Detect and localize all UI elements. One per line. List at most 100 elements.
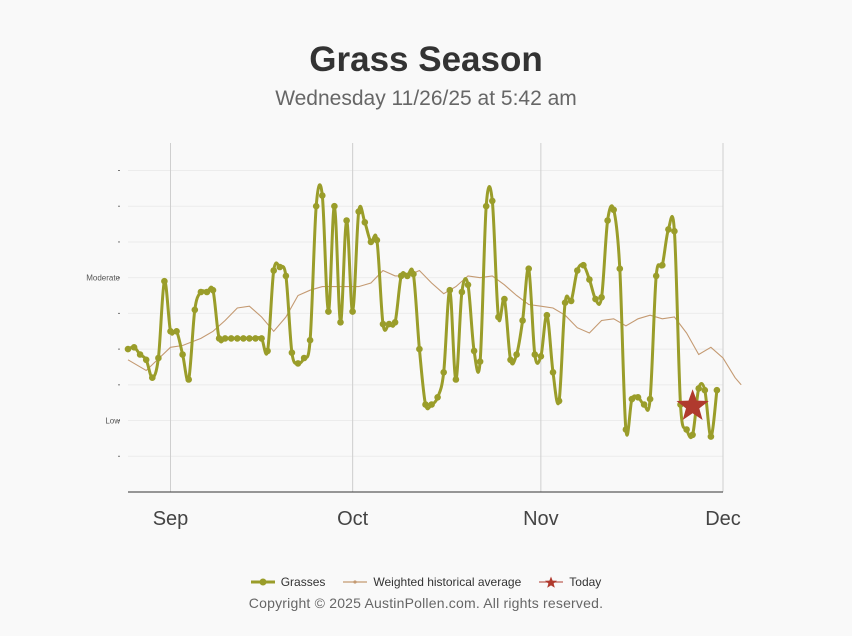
grasses-point: [519, 317, 526, 324]
grasses-point: [604, 217, 611, 224]
chart-title: Grass Season: [309, 40, 543, 79]
grasses-point: [331, 202, 338, 210]
grasses-point: [501, 295, 508, 303]
grasses-point: [416, 345, 423, 353]
legend-today-label: Today: [569, 575, 602, 589]
grasses-point: [349, 308, 356, 315]
grasses-point: [665, 226, 672, 233]
grasses-point: [124, 345, 132, 353]
legend-item-historical[interactable]: Weighted historical average: [343, 575, 521, 589]
grasses-point: [434, 394, 441, 401]
grasses-point: [234, 335, 241, 342]
grasses-point: [683, 426, 690, 433]
grasses-point: [264, 347, 271, 355]
grasses-point: [312, 202, 320, 210]
y-tick-label: Moderate: [86, 274, 120, 283]
grasses-point: [404, 272, 411, 280]
grasses-point: [482, 202, 490, 210]
grasses-point: [628, 395, 636, 403]
legend: Grasses Weighted historical average Toda…: [0, 575, 852, 589]
grasses-point: [270, 267, 278, 274]
historical-average-line: [127, 269, 742, 386]
grasses-line: [127, 183, 719, 440]
grasses-point: [136, 351, 144, 358]
grasses-point: [343, 217, 350, 224]
grasses-point: [422, 401, 429, 408]
chart-subtitle: Wednesday 11/26/25 at 5:42 am: [275, 87, 577, 110]
grasses-point: [555, 397, 563, 405]
grasses-point: [379, 320, 387, 328]
grasses-point: [179, 351, 186, 358]
legend-grasses-label: Grasses: [280, 575, 326, 589]
grasses-point: [258, 335, 265, 342]
grasses-point: [142, 356, 150, 364]
grasses-point: [707, 433, 715, 440]
grasses-point: [385, 320, 393, 328]
x-tick-label: Dec: [705, 508, 741, 530]
grasses-point: [215, 335, 223, 342]
grasses-point: [695, 385, 702, 392]
grasses-point: [659, 261, 666, 269]
grasses-point: [567, 297, 575, 305]
grasses-point: [300, 354, 308, 362]
grasses-point: [640, 401, 648, 408]
grasses-point: [391, 319, 399, 326]
grasses-point: [155, 354, 162, 362]
grasses-point: [616, 265, 624, 273]
grasses-point: [325, 308, 332, 315]
grasses-point: [294, 360, 302, 367]
grasses-point: [191, 306, 199, 314]
grasses-point: [561, 299, 569, 307]
grasses-point: [689, 431, 696, 439]
grasses-point: [428, 401, 435, 408]
grasses-point: [543, 311, 551, 319]
grasses-point: [440, 369, 448, 376]
grasses-point: [452, 376, 460, 383]
grasses-point: [489, 197, 496, 205]
grasses-point: [209, 286, 217, 294]
grasses-point: [203, 288, 211, 296]
y-tick-label: Low: [105, 417, 120, 426]
grasses-point: [221, 335, 229, 342]
grasses-point: [149, 374, 156, 382]
pollen-chart: Low Moderate Sep Oct Nov Dec: [86, 143, 742, 530]
grasses-point: [598, 294, 605, 301]
grasses-point: [652, 272, 660, 280]
grasses-point: [288, 349, 296, 357]
grasses-point: [246, 335, 253, 342]
grasses-point: [355, 208, 363, 215]
grasses-point: [252, 335, 259, 342]
grasses-point: [646, 395, 654, 403]
grasses-point: [337, 319, 344, 326]
grasses-point: [580, 261, 587, 269]
x-tick-label: Nov: [523, 508, 559, 530]
grasses-point: [197, 288, 205, 296]
legend-grasses-swatch: [250, 578, 275, 586]
grasses-point: [367, 238, 375, 246]
grasses-point: [240, 335, 247, 342]
legend-historical-swatch: [343, 580, 368, 584]
grasses-point: [507, 356, 514, 364]
grasses-point: [495, 313, 502, 321]
grasses-point: [634, 394, 642, 401]
grasses-point: [282, 272, 290, 280]
copyright-notice: Copyright © 2025 AustinPollen.com. All r…: [248, 595, 604, 611]
grasses-point: [361, 219, 369, 226]
grasses-point: [446, 286, 454, 294]
star-icon: [545, 576, 558, 588]
grasses-point: [464, 281, 472, 289]
legend-item-today[interactable]: Today: [539, 575, 601, 589]
grasses-point: [531, 351, 539, 358]
grasses-point: [713, 386, 721, 394]
legend-item-grasses[interactable]: Grasses: [250, 575, 326, 589]
grasses-point: [167, 328, 174, 335]
grasses-point: [173, 328, 180, 335]
grasses-point: [470, 347, 478, 355]
grasses-point: [161, 277, 168, 285]
grasses-point: [306, 336, 314, 344]
grasses-point: [622, 426, 630, 433]
grasses-point: [458, 288, 466, 296]
x-tick-label: Sep: [153, 508, 189, 530]
grasses-point: [610, 206, 617, 214]
legend-today-swatch: [539, 576, 564, 588]
